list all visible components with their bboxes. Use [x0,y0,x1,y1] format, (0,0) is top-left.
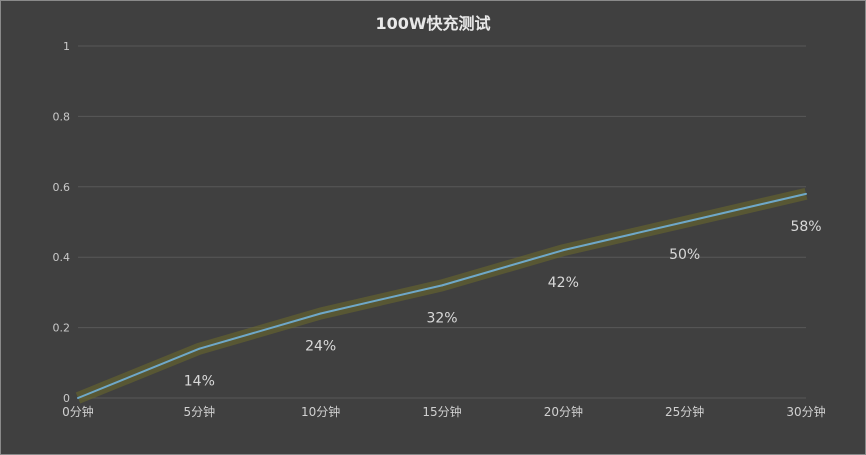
data-point [319,312,322,315]
data-point [198,347,201,350]
x-tick-label: 25分钟 [665,404,704,419]
x-tick-label: 20分钟 [544,404,583,419]
y-tick-label: 0.6 [53,181,71,194]
data-label: 42% [548,275,579,291]
data-label: 50% [669,247,700,263]
x-tick-label: 30分钟 [786,404,825,419]
y-tick-label: 0.4 [53,251,71,264]
x-tick-label: 5分钟 [184,404,216,419]
data-point [805,192,807,195]
data-point [441,284,443,287]
y-tick-label: 1 [63,40,70,53]
data-label: 58% [790,219,821,235]
data-label: 32% [426,310,457,326]
data-point [683,221,686,223]
data-point [562,249,565,252]
data-label: 14% [184,374,215,390]
x-tick-label: 10分钟 [301,404,340,419]
series-glow [75,187,808,404]
x-tick-label: 15分钟 [422,404,461,419]
data-label: 24% [305,339,336,355]
y-tick-label: 0.2 [53,322,71,335]
x-tick-label: 0分钟 [62,404,94,419]
y-tick-label: 0.8 [53,110,71,123]
data-point [77,397,79,399]
chart-title: 100W快充测试 [375,14,491,33]
y-tick-label: 0 [63,392,70,405]
